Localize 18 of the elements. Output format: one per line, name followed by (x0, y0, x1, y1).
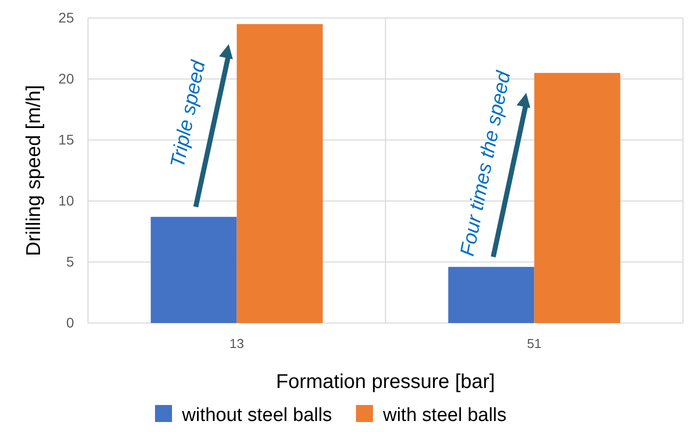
legend-label: with steel balls (382, 405, 507, 426)
y-tick-label: 5 (66, 253, 74, 270)
y-tick-label: 20 (58, 70, 74, 86)
y-tick-label: 0 (66, 314, 74, 330)
bar (150, 216, 237, 323)
y-axis-title: Drilling speed [m/h] (23, 84, 45, 256)
x-tick-label: 51 (527, 336, 542, 352)
bar (534, 72, 620, 323)
x-tick-label: 13 (230, 336, 244, 352)
x-axis-title: Formation pressure [bar] (276, 371, 495, 393)
y-tick-label: 15 (58, 131, 74, 148)
y-tick-label: 25 (58, 9, 74, 26)
y-tick-label: 10 (58, 192, 74, 208)
bar (236, 24, 323, 323)
annotation: Four times the speed (456, 68, 516, 258)
annotation: Triple speed (166, 58, 210, 170)
legend-label: without steel balls (181, 405, 332, 426)
bar (448, 266, 534, 323)
